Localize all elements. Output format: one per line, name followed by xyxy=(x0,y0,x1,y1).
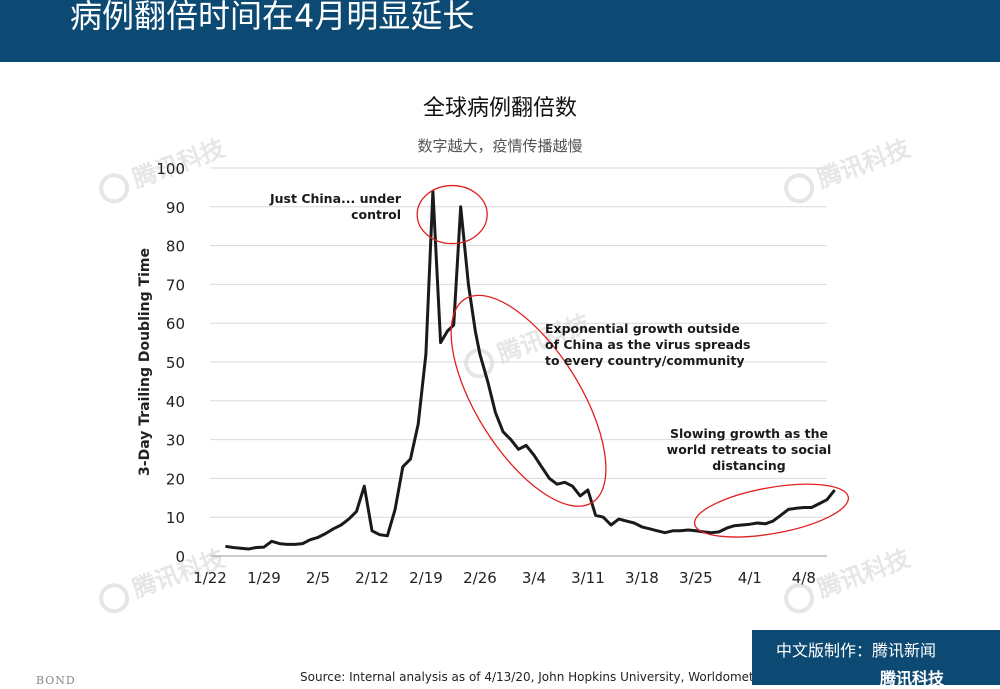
y-tick-label: 100 xyxy=(156,160,185,178)
annotation-text: Slowing growth as the xyxy=(670,426,828,441)
source-note: Source: Internal analysis as of 4/13/20,… xyxy=(300,670,767,684)
x-tick-label: 2/5 xyxy=(306,569,330,587)
series-line xyxy=(225,189,836,551)
highlight-ellipse xyxy=(416,184,488,245)
y-tick-label: 50 xyxy=(166,354,185,372)
page-title: 病例翻倍时间在4月明显延长 xyxy=(70,0,475,35)
x-tick-label: 3/11 xyxy=(571,569,605,587)
y-tick-label: 0 xyxy=(175,548,185,566)
y-tick-label: 20 xyxy=(166,470,185,488)
annotation-text: Just China... under xyxy=(269,191,402,206)
x-tick-label: 3/25 xyxy=(679,569,713,587)
annotation-text: distancing xyxy=(712,458,786,473)
highlight-ellipse xyxy=(693,483,850,538)
highlight-ellipse xyxy=(450,294,607,507)
annotation-text: to every country/community xyxy=(545,353,745,368)
header-bar: 病例翻倍时间在4月明显延长 xyxy=(0,0,1000,62)
x-tick-label: 4/8 xyxy=(792,569,816,587)
x-tick-label: 3/18 xyxy=(625,569,659,587)
annotation-text: of China as the virus spreads xyxy=(545,337,751,352)
badge-text-brand: 腾讯科技 xyxy=(880,669,945,688)
y-tick-label: 60 xyxy=(166,315,185,333)
x-tick-label: 2/12 xyxy=(355,569,389,587)
x-tick-label: 2/26 xyxy=(463,569,497,587)
publisher-badge xyxy=(752,630,1000,685)
x-tick-label: 3/4 xyxy=(522,569,546,587)
y-axis-label: 3-Day Trailing Doubling Time xyxy=(137,248,153,476)
x-tick-label: 1/22 xyxy=(193,569,227,587)
bond-logo: BOND xyxy=(36,674,76,687)
y-tick-label: 40 xyxy=(166,393,185,411)
annotation-text: world retreats to social xyxy=(667,442,832,457)
x-tick-label: 4/1 xyxy=(738,569,762,587)
badge-text-producer: 中文版制作：腾讯新闻 xyxy=(776,641,937,660)
y-tick-label: 80 xyxy=(166,238,185,256)
annotation-text: control xyxy=(351,207,401,222)
chart-title: 全球病例翻倍数 xyxy=(422,96,577,121)
chart-subtitle: 数字越大，疫情传播越慢 xyxy=(417,137,583,155)
y-tick-label: 10 xyxy=(166,509,185,527)
annotation-text: Exponential growth outside xyxy=(545,321,740,336)
x-tick-label: 2/19 xyxy=(409,569,443,587)
y-tick-label: 70 xyxy=(166,276,185,294)
x-tick-label: 1/29 xyxy=(247,569,281,587)
y-tick-label: 30 xyxy=(166,432,185,450)
y-tick-label: 90 xyxy=(166,199,185,217)
